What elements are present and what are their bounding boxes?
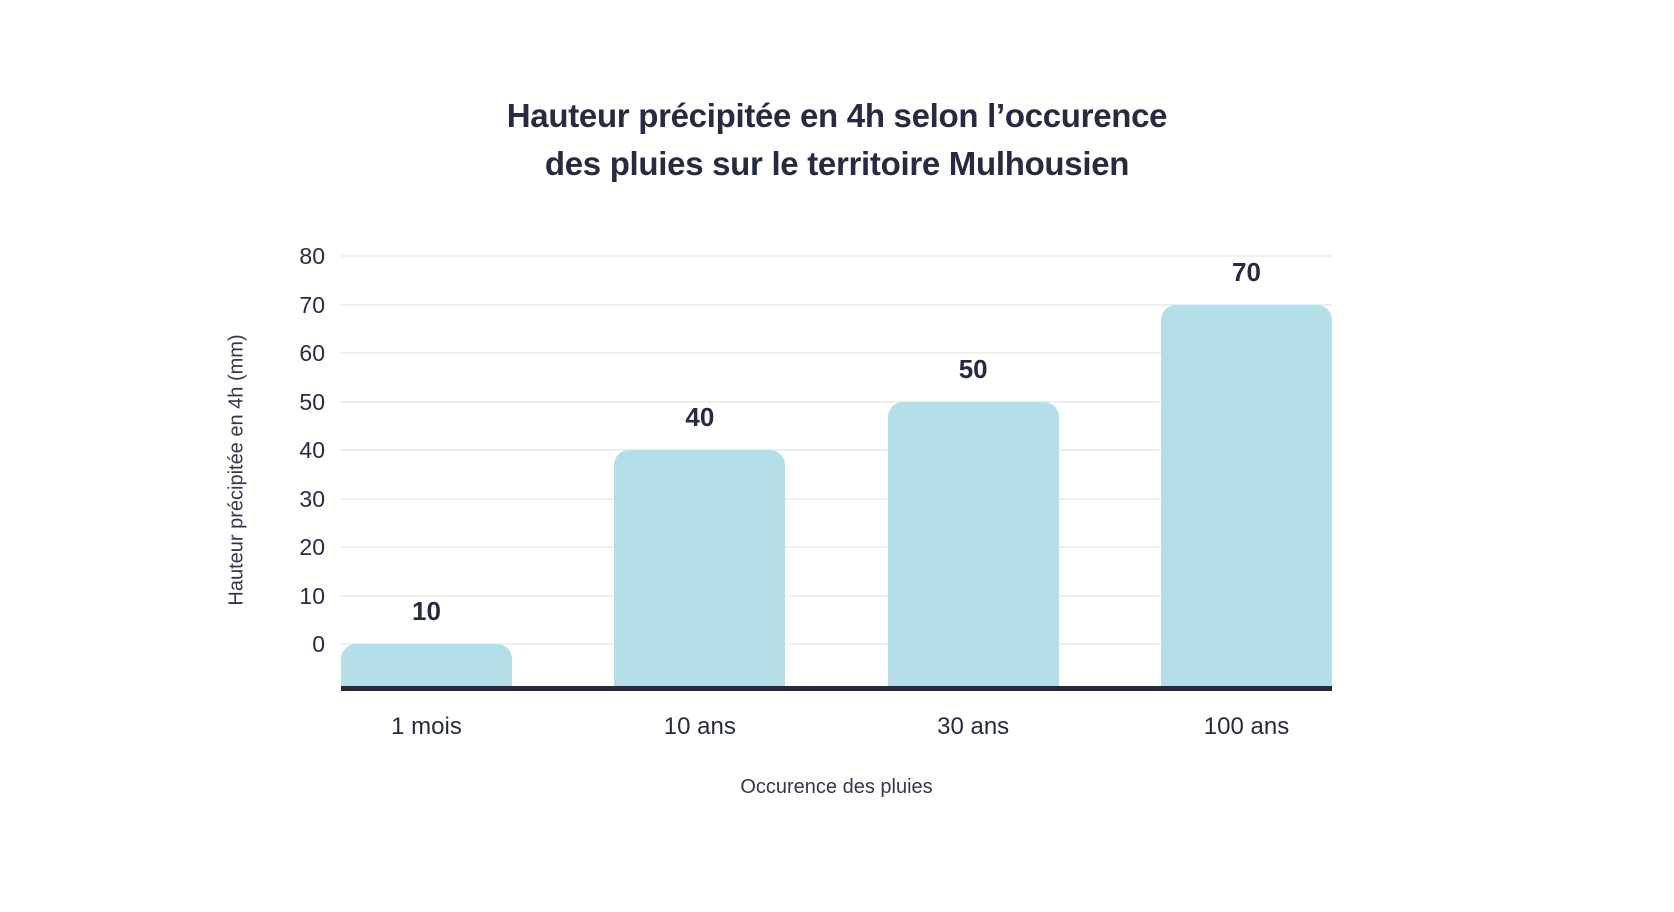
gridline-70 (341, 303, 1332, 306)
y-tick-label-80: 80 (299, 243, 325, 269)
gridline-10 (341, 594, 1332, 597)
y-tick-label-40: 40 (299, 437, 325, 463)
gridline-60 (341, 352, 1332, 354)
bar-value-label-10: 10 (412, 596, 441, 626)
y-tick-label-10: 10 (299, 582, 325, 609)
gridline-40 (341, 449, 1332, 451)
bar-value-label-70: 70 (1232, 256, 1261, 287)
chart-title-line-1: Hauteur précipitée en 4h selon l’occuren… (506, 97, 1168, 134)
bar-10-ans (614, 450, 786, 686)
gridline-50 (341, 400, 1332, 403)
x-tick-label-1-mois: 1 mois (391, 713, 462, 740)
y-tick-label-50: 50 (299, 388, 325, 415)
gridline-80 (341, 255, 1332, 257)
y-axis-title: Hauteur précipitée en 4h (mm) (225, 334, 248, 606)
chart-title-line-2: des pluies sur le territoire Mulhousien (544, 145, 1130, 182)
x-tick-label-30-ans: 30 ans (937, 713, 1010, 740)
plot-area: 0 10 20 30 40 50 60 70 80 10 1 mois 40 10 ans 50 30 an… (299, 243, 1332, 740)
y-tick-label-20: 20 (299, 534, 325, 560)
y-tick-label-70: 70 (299, 291, 325, 318)
x-tick-label-10-ans: 10 ans (663, 713, 736, 740)
bar-value-label-40: 40 (685, 402, 715, 432)
x-axis-baseline (341, 686, 1332, 691)
gridline-30 (341, 497, 1332, 500)
bar-1-mois (341, 644, 512, 686)
x-axis-title: Occurence des pluies (740, 776, 933, 798)
bar-value-label-50: 50 (958, 353, 988, 384)
x-tick-label-100-ans: 100 ans (1203, 713, 1290, 740)
y-tick-label-30: 30 (299, 485, 325, 512)
gridline-20 (341, 546, 1332, 548)
chart-title: Hauteur précipitée en 4h selon l’occuren… (0, 92, 1674, 188)
bar-30-ans (887, 401, 1059, 686)
y-tick-label-60: 60 (299, 340, 325, 366)
bar-100-ans (1161, 304, 1332, 686)
gridline-0 (341, 643, 1332, 645)
y-tick-label-0: 0 (312, 631, 325, 657)
